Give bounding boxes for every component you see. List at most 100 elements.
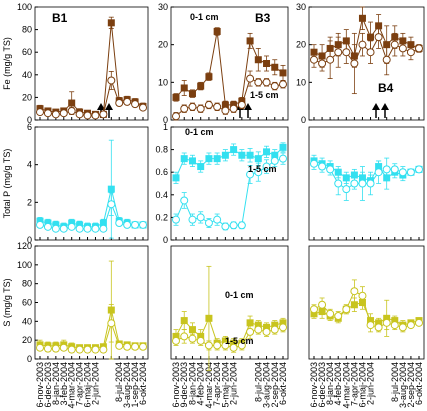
- marker: [204, 100, 213, 109]
- marker: [51, 224, 60, 233]
- marker: [382, 165, 391, 174]
- marker: [59, 224, 68, 233]
- marker: [310, 55, 318, 64]
- marker: [172, 112, 180, 121]
- marker: [279, 80, 287, 89]
- x-tick-label: 3-aug-2004: [122, 362, 132, 408]
- x-tick-label: 6-nov-2003: [309, 362, 319, 408]
- marker: [91, 224, 100, 233]
- marker: [83, 111, 92, 120]
- marker: [172, 215, 180, 224]
- marker: [139, 220, 147, 229]
- marker: [254, 56, 262, 64]
- series-label: 0-1 cm: [225, 290, 254, 300]
- plot-frame: [170, 126, 289, 241]
- marker: [382, 318, 391, 327]
- marker: [172, 174, 180, 182]
- y-tick-label: 10: [296, 77, 306, 87]
- marker: [68, 99, 76, 107]
- marker: [318, 162, 327, 171]
- series-label: 0-1 cm: [185, 127, 214, 137]
- panel-label: B1: [52, 11, 68, 25]
- x-tick-label: 2-jun-2004: [366, 362, 376, 405]
- arrow-head: [381, 103, 389, 110]
- marker: [246, 319, 254, 327]
- marker: [270, 156, 279, 165]
- marker: [36, 108, 44, 117]
- marker: [172, 93, 180, 101]
- marker: [398, 323, 407, 332]
- marker: [123, 220, 132, 229]
- y-axis-label: Fe (mg/g TS): [2, 37, 12, 90]
- marker: [326, 309, 335, 318]
- marker: [139, 103, 147, 112]
- marker: [406, 321, 415, 330]
- y-tick-label: 60: [22, 47, 32, 57]
- marker: [334, 179, 343, 188]
- marker: [221, 101, 229, 109]
- y-tick-label: 20: [22, 335, 32, 345]
- series-label: 1-5 cm: [248, 164, 277, 174]
- marker: [246, 151, 254, 159]
- y-tick-label: 6: [27, 122, 32, 132]
- x-tick-label: 8-jan-2004: [187, 362, 197, 405]
- x-tick-label: 6-maj-2004: [83, 362, 93, 408]
- marker: [205, 73, 213, 81]
- marker: [196, 104, 205, 113]
- marker: [99, 219, 107, 227]
- marker: [270, 325, 279, 334]
- plot-frame: [308, 6, 425, 121]
- marker: [75, 110, 84, 119]
- marker: [263, 148, 271, 156]
- plot-frame: [170, 245, 289, 360]
- marker: [271, 63, 279, 71]
- marker: [139, 342, 147, 351]
- marker: [107, 19, 115, 27]
- x-tick-label: 3-aug-2004: [262, 362, 272, 408]
- marker: [123, 97, 132, 106]
- marker: [213, 27, 221, 35]
- plot-frame: [34, 6, 149, 121]
- marker: [107, 185, 115, 193]
- y-tick-label: 0.6: [155, 167, 168, 177]
- y-tick-label: 0: [163, 235, 168, 245]
- x-tick-label: 9-dec-2003: [179, 362, 189, 408]
- arrow-head: [105, 103, 113, 110]
- x-tick-label: 4-mar-2004: [67, 362, 77, 409]
- marker: [229, 221, 238, 230]
- y-tick-label: 0: [301, 115, 306, 125]
- y-tick-label: 0: [27, 235, 32, 245]
- plot-frame: [308, 126, 425, 241]
- marker: [398, 44, 407, 53]
- y-tick-label: 4: [27, 160, 32, 170]
- y-axis-label: S (mg/g TS): [2, 278, 12, 326]
- marker: [254, 168, 263, 177]
- y-tick-label: 40: [22, 70, 32, 80]
- marker: [36, 343, 44, 352]
- marker: [67, 106, 76, 115]
- marker: [246, 74, 255, 83]
- marker: [196, 336, 205, 345]
- marker: [36, 220, 44, 229]
- marker: [221, 222, 230, 231]
- marker: [172, 336, 180, 345]
- y-tick-label: 80: [22, 25, 32, 35]
- arrow-head: [372, 103, 380, 110]
- y-tick-label: 0.2: [155, 212, 168, 222]
- marker: [326, 55, 335, 64]
- marker: [197, 82, 205, 90]
- marker: [180, 155, 188, 163]
- marker: [59, 343, 68, 352]
- marker: [91, 345, 100, 354]
- marker: [196, 213, 205, 222]
- marker: [262, 327, 271, 336]
- marker: [382, 55, 391, 64]
- marker: [318, 300, 327, 309]
- marker: [197, 163, 205, 171]
- marker: [262, 78, 271, 87]
- marker: [99, 110, 108, 119]
- marker: [59, 109, 68, 118]
- marker: [67, 222, 76, 231]
- marker: [188, 326, 196, 334]
- x-tick-label: 2-sep-2004: [406, 362, 416, 408]
